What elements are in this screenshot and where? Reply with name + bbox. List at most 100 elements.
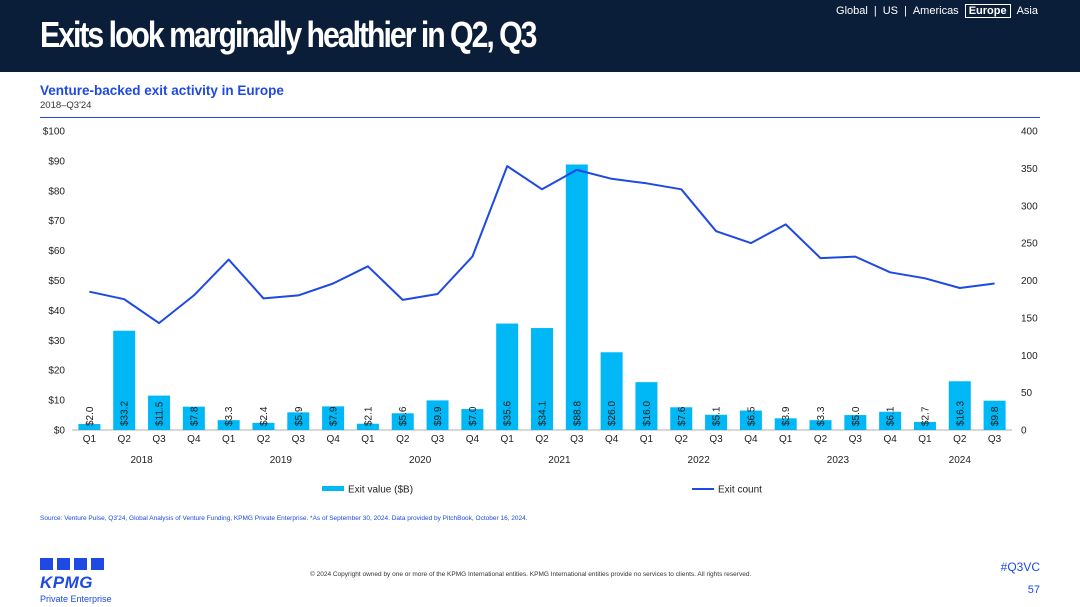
region-link-europe[interactable]: Europe [964,4,1011,18]
y-right-tick-label: 400 [1021,127,1038,138]
bar-value-label: $3.3 [816,406,827,426]
x-tick-label: Q1 [918,434,932,445]
bar-exit-value [635,382,658,430]
x-tick-label: Q3 [152,434,166,445]
y-right-tick-label: 300 [1021,201,1038,212]
year-label: 2018 [131,455,154,466]
x-tick-label: Q3 [988,434,1002,445]
bar-value-label: $35.6 [503,401,514,426]
bar-value-label: $3.3 [224,406,235,426]
bar-value-label: $7.8 [189,406,200,426]
region-link-americas[interactable]: Americas [912,5,959,17]
y-left-tick-label: $10 [48,396,65,407]
y-left-tick-label: $30 [48,336,65,347]
legend-line-label: Exit count [718,485,762,496]
bar-exit-value [670,407,693,430]
year-label: 2020 [409,455,432,466]
bar-exit-value [531,328,553,430]
region-link-global[interactable]: Global [836,5,868,17]
y-right-tick-label: 350 [1021,164,1038,175]
bar-value-label: $34.1 [538,401,549,426]
y-left-tick-label: $100 [43,127,66,138]
exit-activity-chart: $0 $10 $20 $30 $40 $50 $60 $70 $80 $90 $100 0 50 100 1… [43,127,1038,496]
region-link-asia[interactable]: Asia [1016,5,1038,17]
bar-value-label: $2.4 [259,406,270,426]
title-divider [40,117,1040,118]
page-number: 57 [1027,584,1040,596]
bar-value-label: $6.1 [886,406,897,426]
kpmg-logo-boxes [40,558,104,570]
bar-value-label: $5.6 [398,406,409,426]
region-separator: | [873,5,877,17]
bar-exit-value [565,164,588,430]
bar-value-label: $5.9 [294,406,305,426]
chart-title: Venture-backed exit activity in Europe [40,83,284,98]
hashtag: #Q3VC [1000,560,1040,574]
x-tick-label: Q3 [570,434,584,445]
region-link-us[interactable]: US [882,5,898,17]
x-tick-label: Q1 [361,434,375,445]
bar-exit-value [948,381,971,430]
bar-value-label: $11.5 [155,401,166,426]
kpmg-wordmark: KPMG [40,573,93,592]
year-label: 2022 [688,455,711,466]
bar-value-label: $26.0 [607,401,618,426]
x-tick-label: Q4 [605,434,619,445]
y-right-tick-label: 200 [1021,276,1038,287]
x-tick-label: Q4 [744,434,758,445]
x-tick-label: Q3 [849,434,863,445]
year-label: 2019 [270,455,293,466]
bar-exit-value [496,323,519,430]
bar-exit-value [879,411,902,430]
bar-exit-value [913,421,936,430]
copyright-note: © 2024 Copyright owned by one or more of… [310,571,752,578]
x-tick-label: Q4 [326,434,340,445]
bar-value-label: $2.1 [363,406,374,426]
x-tick-label: Q1 [222,434,236,445]
year-label: 2021 [548,455,571,466]
bar-exit-value [705,414,728,430]
year-label: 2024 [949,455,972,466]
bar-value-label: $33.2 [120,401,131,426]
bar-value-label: $2.7 [920,406,931,426]
y-left-tick-label: $60 [48,246,65,257]
legend-bar-label: Exit value ($B) [348,485,413,496]
bar-value-label: $7.9 [329,406,340,426]
bar-value-label: $5.1 [712,406,723,426]
x-tick-label: Q4 [466,434,480,445]
y-left-tick-label: $50 [48,276,65,287]
bar-exit-value [148,395,171,430]
bar-value-label: $7.6 [677,406,688,426]
y-left-tick-label: $20 [48,366,65,377]
x-tick-label: Q4 [883,434,897,445]
line-exit-count [89,165,995,325]
bar-value-label: $88.8 [572,401,583,426]
x-tick-label: Q2 [535,434,549,445]
bar-exit-value [809,420,832,430]
bar-value-label: $6.5 [746,406,757,426]
x-tick-label: Q2 [396,434,410,445]
x-tick-label: Q2 [953,434,967,445]
bar-value-label: $3.9 [781,406,792,426]
x-tick-label: Q2 [257,434,271,445]
bar-exit-value [739,410,762,430]
x-tick-label: Q1 [779,434,793,445]
header-bar: Exits look marginally healthier in Q2, Q… [0,0,1080,72]
bar-exit-value [322,406,345,430]
bar-exit-value [182,406,205,430]
y-left-tick-label: $70 [48,216,65,227]
kpmg-logo: KPMG Private Enterprise [40,558,112,604]
x-tick-label: Q3 [431,434,445,445]
y-right-tick-label: 50 [1021,388,1033,399]
bar-value-label: $16.0 [642,401,653,426]
legend-bar-swatch [322,486,344,491]
x-tick-label: Q3 [292,434,306,445]
region-separator: | [903,5,907,17]
bar-value-label: $5.0 [851,406,862,426]
bar-value-label: $16.3 [955,401,966,426]
bar-exit-value [600,352,623,430]
kpmg-subbrand: Private Enterprise [40,594,112,604]
page-title: Exits look marginally healthier in Q2, Q… [40,14,537,55]
x-tick-label: Q1 [83,434,97,445]
bar-exit-value [391,413,414,430]
